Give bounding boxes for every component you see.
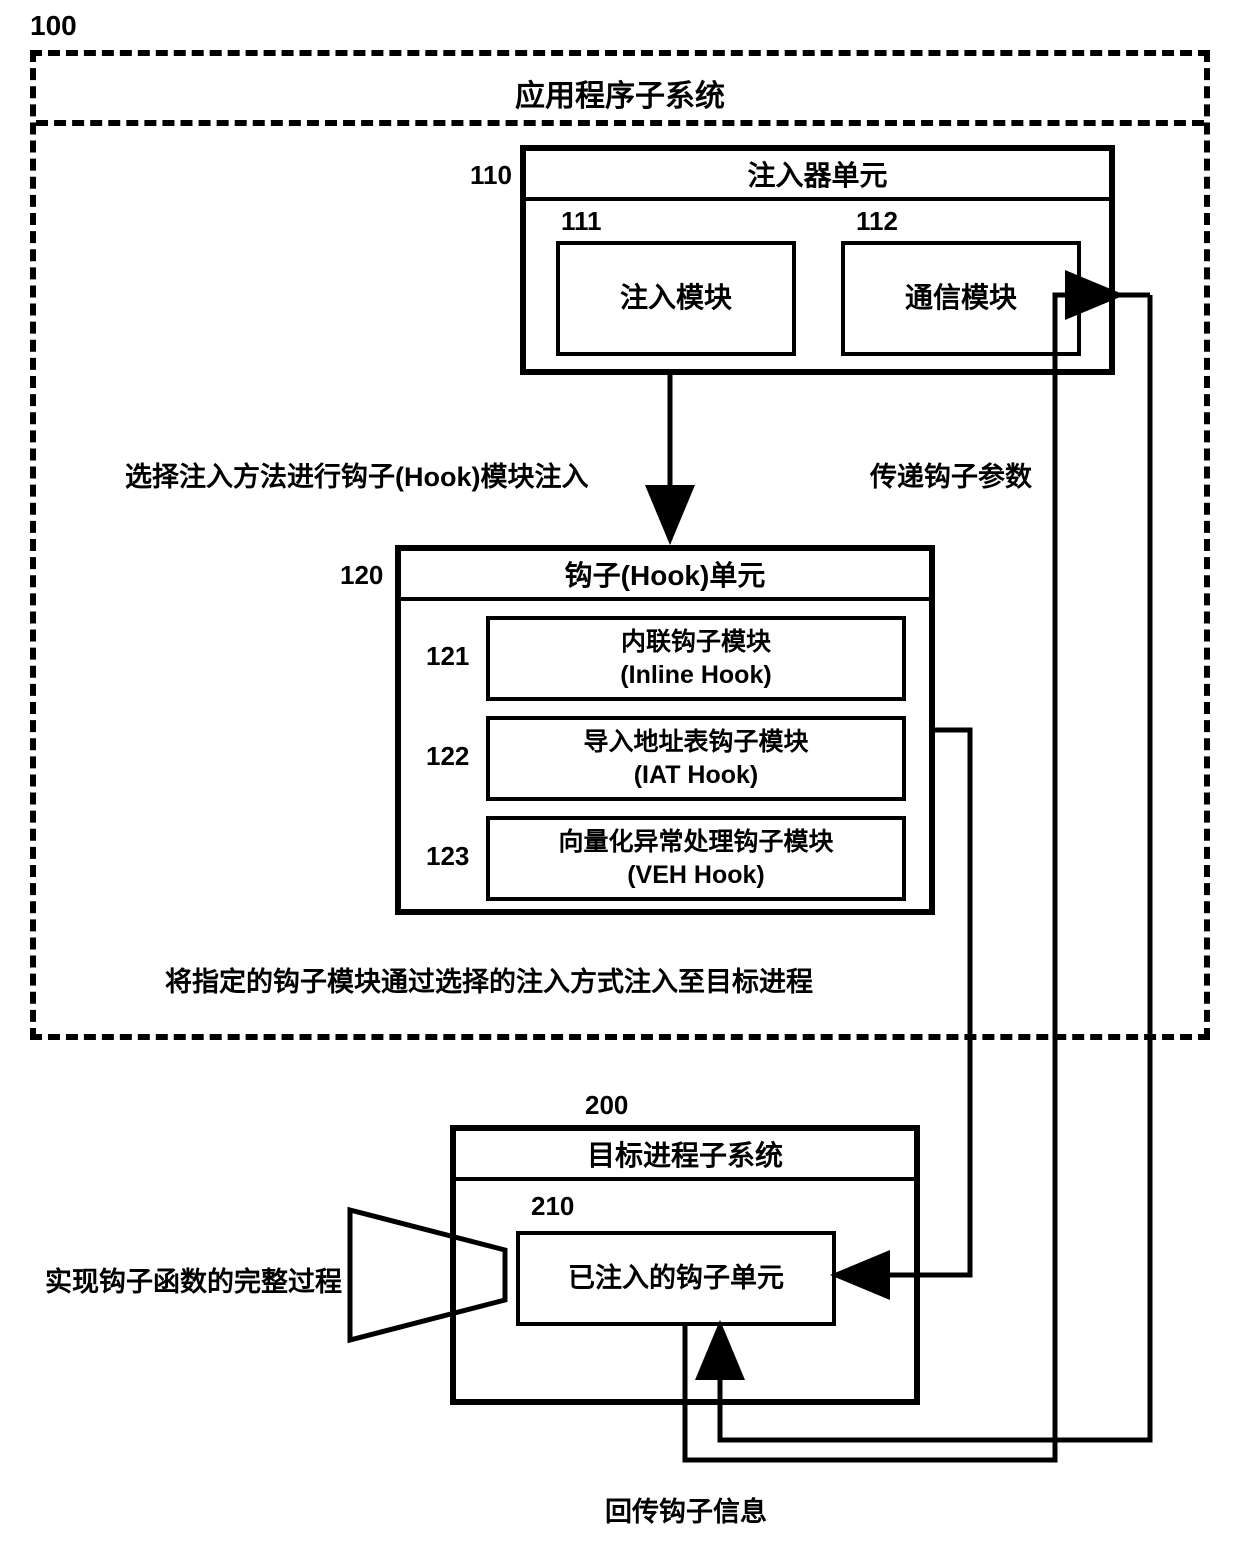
- diagram-canvas: 100 应用程序子系统 110 注入器单元 111 注入模块 112 通信模块 …: [0, 0, 1240, 1555]
- hook-process-funnel: [350, 1210, 505, 1340]
- connectors-svg: [0, 0, 1240, 1555]
- arrow-210-to-112-return: [685, 295, 1120, 1460]
- arrow-120-to-210: [835, 730, 970, 1275]
- arrow-112-to-210-params: [720, 295, 1150, 1440]
